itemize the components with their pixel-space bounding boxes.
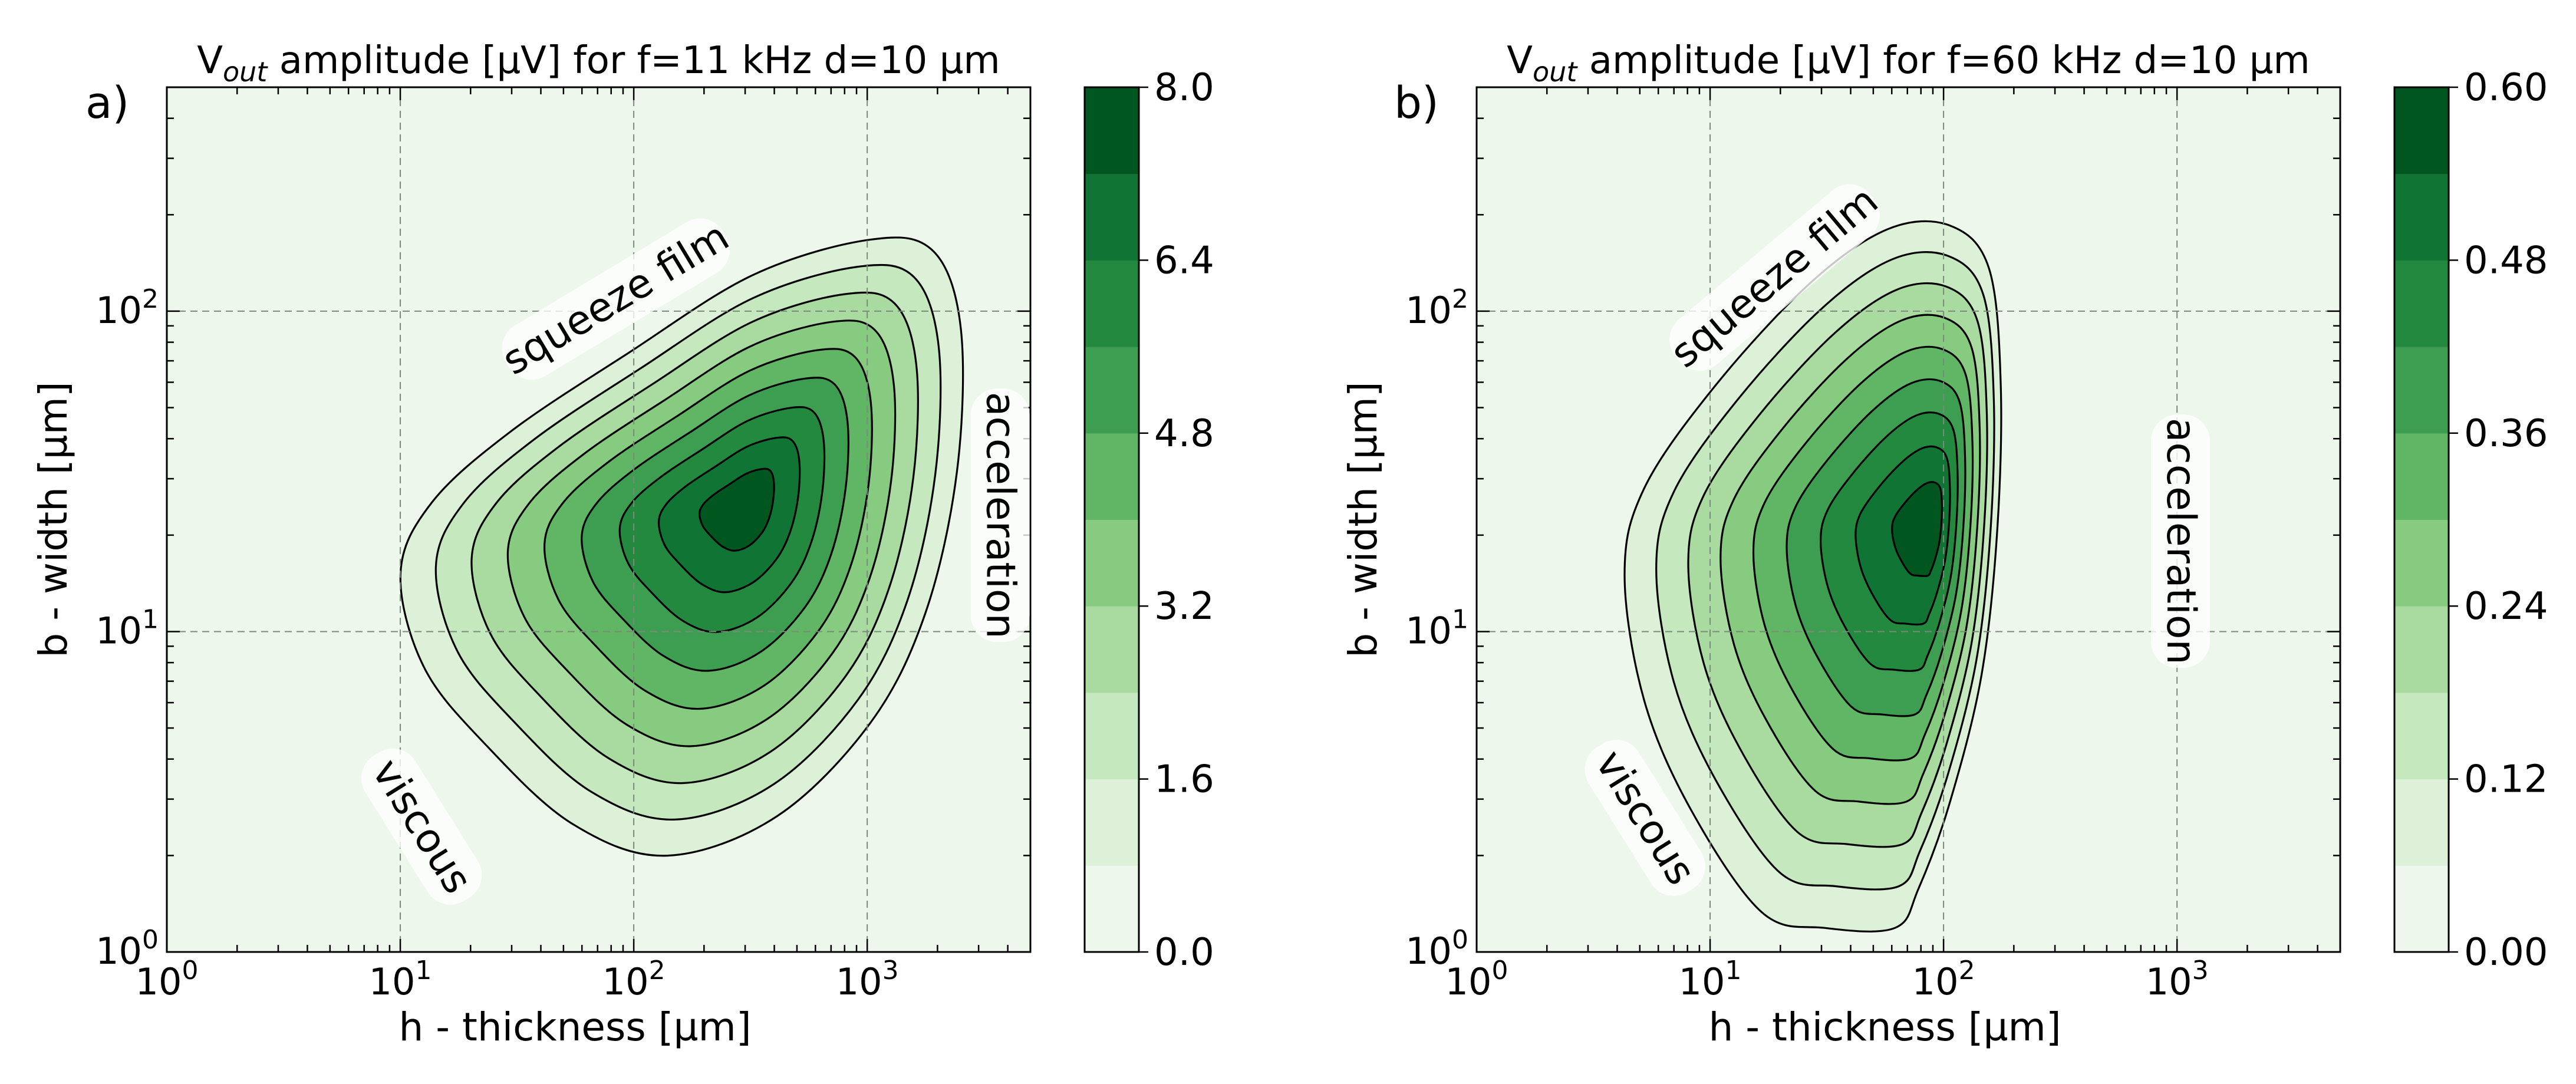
- y-axis-label: b - width [µm]: [1340, 381, 1386, 657]
- panel-letter: b): [1394, 78, 1439, 129]
- annotation-background: [502, 218, 730, 380]
- colorbar-segment-3: [2394, 606, 2449, 693]
- colorbar-tick-label: 0.12: [2464, 758, 2548, 802]
- colorbar-segment-9: [2394, 87, 2449, 174]
- colorbar-segment-9: [1085, 87, 1139, 174]
- annotation-background: [1669, 184, 1880, 371]
- colorbar-segment-0: [2394, 865, 2449, 953]
- x-tick-label: 103: [836, 955, 899, 1003]
- colorbar-tick-label: 3.2: [1154, 585, 1214, 628]
- contour-group: [399, 236, 964, 857]
- y-tick-label: 102: [1405, 284, 1468, 332]
- contour-group: [1623, 220, 2002, 933]
- colorbar-segment-0: [1085, 865, 1139, 953]
- colorbar-tick-label: 0.00: [2464, 931, 2548, 974]
- colorbar-frame: [2393, 86, 2450, 953]
- colorbar-tick-label: 0.36: [2464, 412, 2548, 456]
- colorbar-frame: [1083, 86, 1140, 953]
- y-tick-label: 101: [95, 604, 159, 652]
- x-tick-label: 100: [136, 955, 199, 1003]
- y-tick-label: 100: [1405, 925, 1468, 973]
- y-tick-label: 100: [95, 925, 159, 973]
- x-tick-label: 101: [369, 955, 432, 1003]
- panel-title: Vout amplitude [µV] for f=11 kHz d=10 µm: [197, 39, 1000, 88]
- colorbar: 0.0 1.6 3.2 4.8 6.4 8.0: [1083, 66, 1214, 974]
- x-tick-label: 102: [602, 955, 666, 1003]
- colorbar-tick-label: 0.24: [2464, 585, 2548, 628]
- colorbar-segment-6: [1085, 347, 1139, 434]
- ticks: [1475, 86, 2341, 953]
- annotation-background: [970, 388, 1030, 643]
- x-tick-label: 103: [2146, 955, 2209, 1003]
- panel-title: Vout amplitude [µV] for f=60 kHz d=10 µm: [1507, 39, 2310, 88]
- colorbar-segment-7: [2394, 260, 2449, 347]
- panel-letter: a): [85, 78, 129, 129]
- colorbar-tick-label: 0.48: [2464, 239, 2548, 282]
- plot-frame: [166, 86, 1032, 953]
- annotation-text: acceleration: [2157, 418, 2204, 665]
- y-tick-label: 102: [95, 284, 159, 332]
- colorbar-segment-5: [1085, 433, 1139, 520]
- colorbar-segment-1: [1085, 779, 1139, 866]
- x-tick-label: 100: [1445, 955, 1508, 1003]
- x-tick-label: 101: [1679, 955, 1742, 1003]
- colorbar-tick-label: 1.6: [1154, 758, 1214, 802]
- x-axis-label: h - thickness [µm]: [1708, 1004, 2061, 1050]
- colorbar-segment-6: [2394, 347, 2449, 434]
- colorbar: 0.00 0.12 0.24 0.36 0.48 0.60: [2393, 66, 2548, 974]
- plot-frame: [1475, 86, 2341, 953]
- y-axis-label: b - width [µm]: [31, 381, 76, 657]
- annotation-background: [1585, 740, 1705, 897]
- contour-level-9: [698, 467, 775, 552]
- colorbar-segment-3: [1085, 606, 1139, 693]
- colorbar-segment-2: [1085, 692, 1139, 780]
- annotation-background: [361, 748, 482, 905]
- annotation-background: [2150, 414, 2210, 668]
- contour-level-9: [1891, 481, 1943, 578]
- y-tick-label: 101: [1405, 604, 1468, 652]
- colorbar-segment-8: [1085, 173, 1139, 261]
- annotation-text: acceleration: [977, 392, 1024, 639]
- colorbar-segment-2: [2394, 692, 2449, 780]
- x-axis-label: h - thickness [µm]: [398, 1004, 751, 1050]
- colorbar-segment-5: [2394, 433, 2449, 520]
- colorbar-tick-label: 8.0: [1154, 66, 1214, 110]
- colorbar-segment-4: [2394, 519, 2449, 607]
- colorbar-tick-label: 6.4: [1154, 239, 1214, 282]
- colorbar-segment-7: [1085, 260, 1139, 347]
- region-annotation: acceleration: [2150, 414, 2210, 668]
- x-tick-label: 102: [1912, 955, 1975, 1003]
- colorbar-tick-label: 0.0: [1154, 931, 1214, 974]
- colorbar-tick-label: 0.60: [2464, 66, 2548, 110]
- region-annotation: acceleration: [970, 388, 1030, 643]
- colorbar-segment-4: [1085, 519, 1139, 607]
- colorbar-tick-label: 4.8: [1154, 412, 1214, 456]
- colorbar-segment-1: [2394, 779, 2449, 866]
- colorbar-segment-8: [2394, 173, 2449, 261]
